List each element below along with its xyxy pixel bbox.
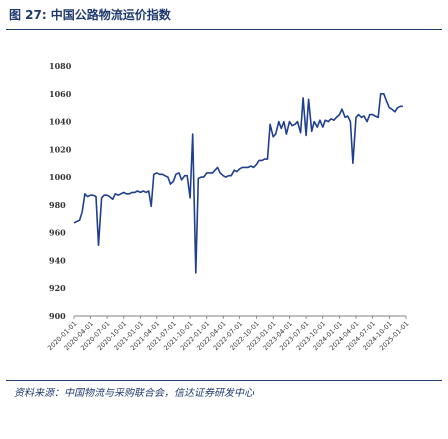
y-tick-label: 1020 — [49, 144, 72, 154]
line-chart: 900 920 940 960 980 1000 1020 1040 1060 1080 2020… — [46, 61, 410, 352]
figure-title: 图 27: 中国公路物流运价指数 — [9, 6, 171, 23]
y-tick-label: 900 — [49, 311, 66, 321]
x-axis: 2020-01-012020-04-012020-07-012020-10-01… — [46, 315, 410, 352]
y-axis: 900 920 940 960 980 1000 1020 1040 1060 1080 — [49, 61, 72, 321]
y-tick-label: 980 — [49, 200, 66, 210]
figure-title-text: 中国公路物流运价指数 — [50, 8, 171, 22]
y-tick-label: 1060 — [49, 89, 72, 99]
y-tick-label: 940 — [49, 255, 66, 265]
source-rule — [6, 380, 442, 381]
title-rule — [6, 29, 442, 30]
source-note: 资料来源：中国物流与采购联合会，信达证券研发中心 — [14, 388, 254, 399]
y-tick-label: 960 — [49, 228, 66, 238]
y-tick-label: 1040 — [49, 117, 72, 127]
y-tick-label: 920 — [49, 283, 66, 293]
y-tick-label: 1000 — [49, 172, 72, 182]
figure-number: 图 27: — [9, 8, 47, 22]
series-line-freight-index — [73, 93, 403, 274]
y-tick-label: 1080 — [49, 61, 72, 71]
